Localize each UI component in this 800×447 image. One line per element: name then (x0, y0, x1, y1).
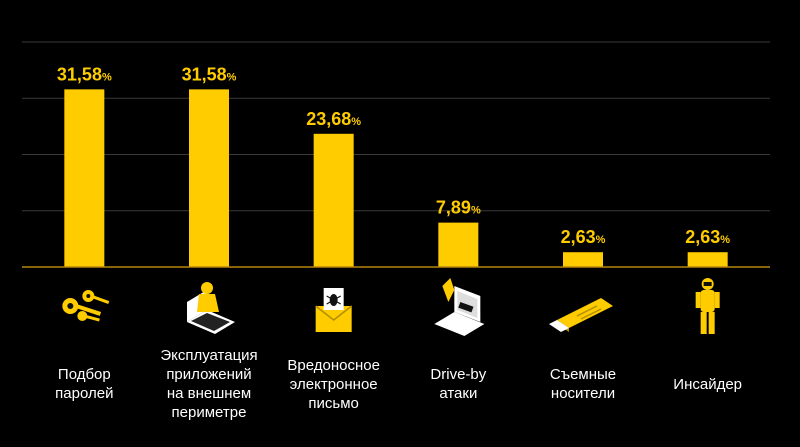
value-number: 31,58 (57, 64, 102, 84)
value-percent-sign: % (227, 71, 237, 83)
value-label: 2,63% (561, 227, 606, 247)
bar (687, 252, 728, 267)
category-label: Вредоносное электронное письмо (287, 356, 380, 412)
bar (563, 252, 603, 267)
bar (189, 89, 229, 267)
value-number: 2,63 (685, 227, 720, 247)
category-label: Drive-by атаки (430, 366, 487, 402)
value-number: 2,63 (561, 227, 596, 247)
malicious-email-icon (315, 288, 353, 332)
value-label: 31,58% (57, 64, 112, 84)
value-label: 31,58% (182, 64, 237, 84)
bars (64, 89, 728, 267)
usb-drive-icon (549, 298, 613, 332)
value-labels: 31,58% 31,58%23,68%7,89%2,63% 2,63% (57, 64, 730, 247)
bar (313, 133, 354, 267)
value-label: 23,68% (306, 109, 361, 129)
hazmat-insider-icon (695, 278, 720, 334)
value-percent-sign: % (102, 71, 112, 83)
drive-by-browser-icon (434, 278, 485, 336)
category-label: Подбор паролей (55, 366, 114, 402)
bar (438, 222, 479, 267)
value-percent-sign: % (471, 205, 481, 217)
category-label: Съемные носители (549, 366, 617, 402)
value-percent-sign: % (596, 234, 606, 246)
grid-lines (22, 41, 770, 212)
category-label: Эксплуатация приложений на внешнем перим… (160, 347, 258, 421)
value-percent-sign: % (351, 116, 361, 128)
value-label: 2,63% (685, 227, 730, 247)
value-number: 7,89 (436, 198, 471, 218)
keys-icon (62, 290, 110, 322)
category-icons (62, 278, 720, 336)
value-number: 31,58 (182, 64, 227, 84)
value-label: 7,89% (436, 198, 481, 218)
category-label: Инсайдер (673, 375, 743, 393)
value-number: 23,68 (306, 109, 351, 129)
hacker-laptop-icon (187, 282, 235, 334)
value-percent-sign: % (720, 234, 730, 246)
bar (64, 89, 105, 267)
